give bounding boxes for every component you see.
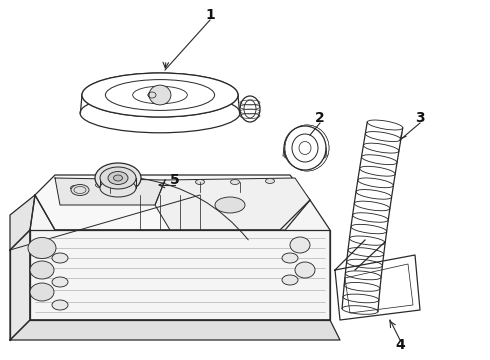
Ellipse shape — [100, 179, 136, 197]
Ellipse shape — [71, 184, 89, 195]
Polygon shape — [10, 230, 30, 340]
Ellipse shape — [108, 171, 128, 184]
Ellipse shape — [284, 126, 326, 170]
Ellipse shape — [240, 96, 260, 122]
Text: 4: 4 — [395, 338, 405, 352]
Ellipse shape — [149, 85, 171, 105]
Ellipse shape — [52, 300, 68, 310]
Ellipse shape — [28, 238, 56, 258]
Text: 1: 1 — [205, 8, 215, 22]
Ellipse shape — [30, 261, 54, 279]
Ellipse shape — [82, 73, 238, 117]
Ellipse shape — [96, 183, 104, 188]
Ellipse shape — [295, 262, 315, 278]
Polygon shape — [55, 178, 165, 205]
Text: 2: 2 — [315, 111, 325, 125]
Ellipse shape — [149, 85, 171, 105]
Polygon shape — [10, 195, 35, 250]
Ellipse shape — [114, 175, 122, 181]
Ellipse shape — [230, 180, 240, 184]
Polygon shape — [335, 255, 420, 320]
Ellipse shape — [80, 93, 240, 133]
Ellipse shape — [282, 253, 298, 263]
Ellipse shape — [284, 151, 326, 161]
Ellipse shape — [95, 163, 141, 193]
Ellipse shape — [30, 283, 54, 301]
Ellipse shape — [71, 185, 79, 190]
Ellipse shape — [52, 277, 68, 287]
Ellipse shape — [196, 180, 204, 184]
Polygon shape — [10, 320, 340, 340]
Polygon shape — [30, 195, 330, 320]
Text: 3: 3 — [415, 111, 425, 125]
Ellipse shape — [290, 237, 310, 253]
Ellipse shape — [215, 197, 245, 213]
Ellipse shape — [100, 167, 136, 189]
Ellipse shape — [52, 253, 68, 263]
Polygon shape — [155, 178, 310, 230]
Text: 5: 5 — [170, 173, 180, 187]
Ellipse shape — [125, 180, 134, 185]
Ellipse shape — [82, 73, 238, 117]
Ellipse shape — [266, 179, 274, 184]
Polygon shape — [35, 175, 310, 230]
Ellipse shape — [282, 275, 298, 285]
